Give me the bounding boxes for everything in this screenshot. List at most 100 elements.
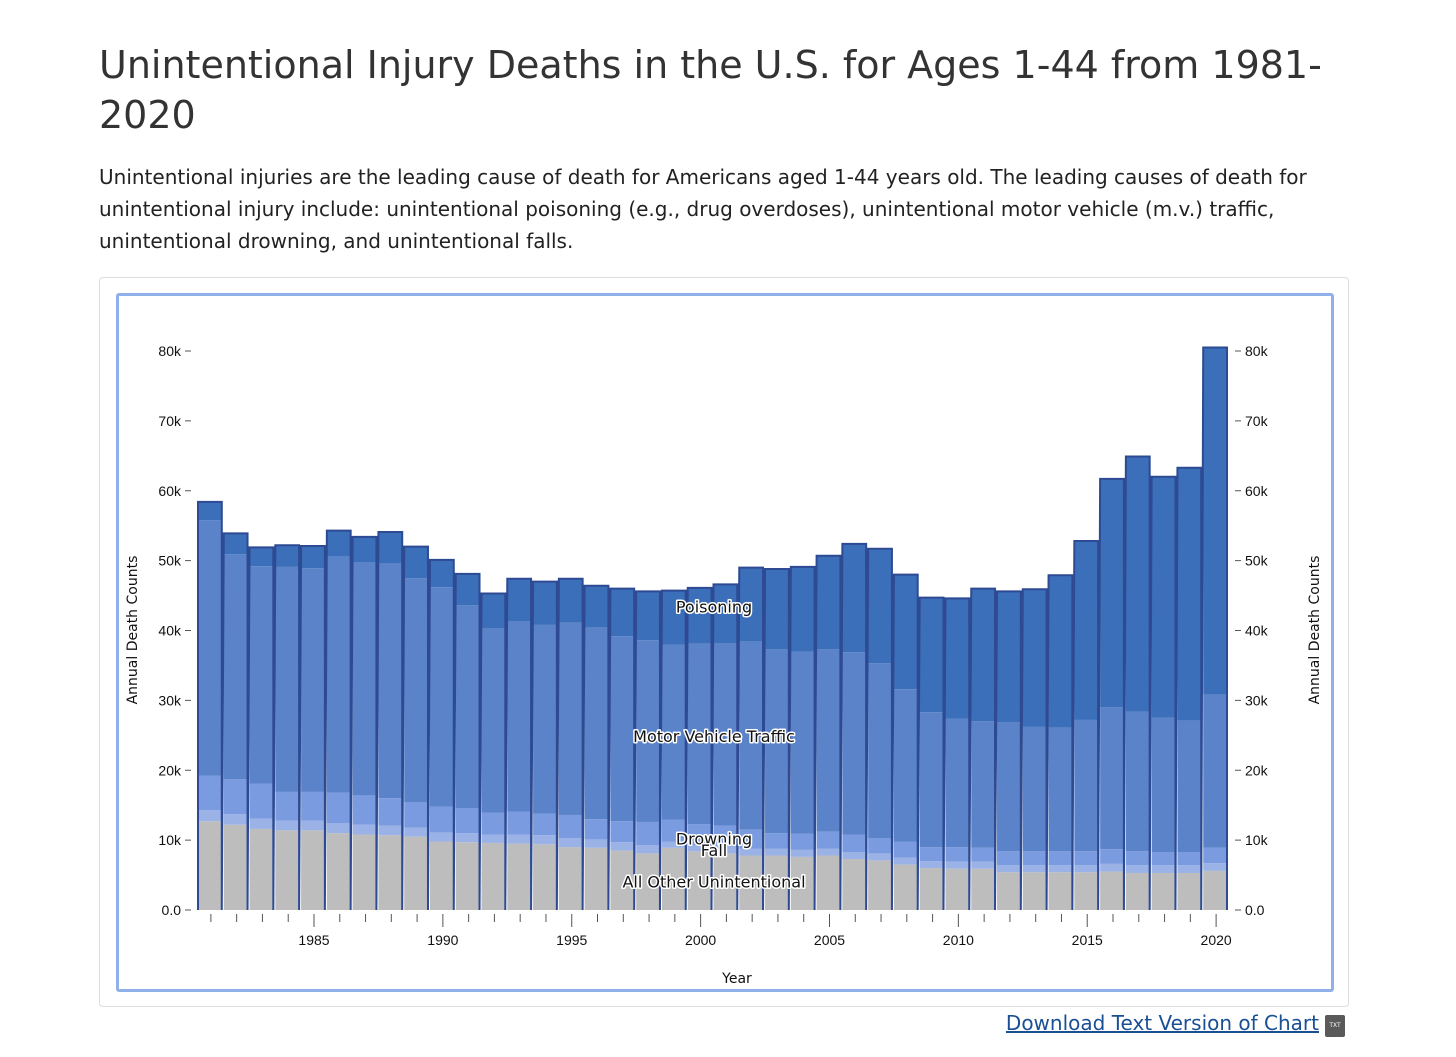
bar-segment[interactable] bbox=[326, 823, 351, 834]
download-text-version-link[interactable]: Download Text Version of Chart bbox=[1005, 1011, 1319, 1035]
bar-segment[interactable] bbox=[429, 832, 454, 842]
bar-segment[interactable] bbox=[1177, 852, 1202, 866]
bar-segment[interactable] bbox=[223, 824, 248, 910]
bar-segment[interactable] bbox=[919, 868, 944, 910]
bar-segment[interactable] bbox=[790, 856, 815, 910]
bar-segment[interactable] bbox=[1125, 456, 1150, 712]
bar-segment[interactable] bbox=[997, 722, 1021, 852]
bar-segment[interactable] bbox=[765, 649, 789, 834]
bar-segment[interactable] bbox=[223, 554, 248, 780]
bar-segment[interactable] bbox=[533, 813, 557, 836]
bar-segment[interactable] bbox=[404, 578, 428, 803]
bar-segment[interactable] bbox=[584, 627, 609, 820]
bar-segment[interactable] bbox=[919, 597, 944, 713]
bar-segment[interactable] bbox=[971, 847, 996, 862]
bar-segment[interactable] bbox=[1125, 865, 1150, 873]
bar-segment[interactable] bbox=[301, 791, 325, 821]
bar-segment[interactable] bbox=[378, 835, 403, 910]
bar-segment[interactable] bbox=[1074, 719, 1099, 852]
bar-segment[interactable] bbox=[198, 775, 222, 811]
bar-segment[interactable] bbox=[636, 640, 660, 822]
bar-segment[interactable] bbox=[198, 810, 222, 822]
bar-segment[interactable] bbox=[842, 834, 867, 852]
bar-segment[interactable] bbox=[945, 868, 970, 910]
bar-segment[interactable] bbox=[223, 533, 248, 555]
bar-segment[interactable] bbox=[249, 828, 274, 910]
bar-segment[interactable] bbox=[945, 598, 970, 719]
bar-segment[interactable] bbox=[1100, 707, 1124, 850]
bar-segment[interactable] bbox=[558, 847, 583, 910]
bar-segment[interactable] bbox=[275, 791, 300, 821]
bar-segment[interactable] bbox=[1151, 872, 1176, 910]
bar-segment[interactable] bbox=[429, 841, 454, 910]
bar-segment[interactable] bbox=[971, 868, 996, 910]
bar-segment[interactable] bbox=[687, 643, 712, 825]
bar-segment[interactable] bbox=[378, 531, 403, 564]
bar-segment[interactable] bbox=[1074, 851, 1099, 866]
bar-segment[interactable] bbox=[1022, 726, 1047, 852]
bar-segment[interactable] bbox=[610, 821, 635, 843]
bar-segment[interactable] bbox=[1022, 865, 1047, 873]
bar-segment[interactable] bbox=[1022, 589, 1047, 727]
bar-segment[interactable] bbox=[1203, 847, 1227, 864]
bar-segment[interactable] bbox=[1125, 851, 1150, 866]
bar-segment[interactable] bbox=[661, 847, 686, 910]
bar-segment[interactable] bbox=[868, 860, 892, 910]
bar-segment[interactable] bbox=[1151, 476, 1176, 718]
bar-segment[interactable] bbox=[713, 825, 738, 847]
bar-segment[interactable] bbox=[352, 824, 377, 835]
bar-segment[interactable] bbox=[997, 851, 1021, 866]
bar-segment[interactable] bbox=[429, 587, 454, 807]
bar-segment[interactable] bbox=[842, 652, 867, 835]
bar-segment[interactable] bbox=[919, 712, 944, 848]
bar-segment[interactable] bbox=[893, 841, 918, 858]
bar-segment[interactable] bbox=[558, 622, 583, 815]
bar-segment[interactable] bbox=[919, 847, 944, 862]
bar-segment[interactable] bbox=[1203, 870, 1227, 910]
bar-segment[interactable] bbox=[1048, 575, 1073, 728]
bar-segment[interactable] bbox=[301, 545, 325, 569]
bar-segment[interactable] bbox=[713, 643, 738, 826]
bar-segment[interactable] bbox=[507, 578, 532, 622]
bar-segment[interactable] bbox=[868, 663, 892, 839]
bar-segment[interactable] bbox=[249, 566, 274, 784]
bar-segment[interactable] bbox=[352, 562, 377, 796]
bar-segment[interactable] bbox=[765, 833, 789, 849]
bar-segment[interactable] bbox=[1177, 872, 1202, 910]
bar-segment[interactable] bbox=[661, 819, 686, 842]
bar-segment[interactable] bbox=[816, 848, 841, 856]
bar-segment[interactable] bbox=[610, 636, 635, 822]
bar-segment[interactable] bbox=[816, 649, 841, 832]
bar-segment[interactable] bbox=[919, 861, 944, 869]
bar-segment[interactable] bbox=[687, 587, 712, 644]
bar-segment[interactable] bbox=[997, 865, 1021, 873]
bar-segment[interactable] bbox=[455, 605, 480, 808]
bar-segment[interactable] bbox=[816, 555, 841, 650]
bar-segment[interactable] bbox=[533, 581, 557, 625]
bar-segment[interactable] bbox=[816, 831, 841, 849]
txt-file-icon[interactable]: TXT bbox=[1325, 1015, 1345, 1037]
bar-segment[interactable] bbox=[1151, 717, 1176, 852]
bar-segment[interactable] bbox=[1177, 865, 1202, 873]
bar-segment[interactable] bbox=[790, 651, 815, 834]
bar-segment[interactable] bbox=[997, 872, 1021, 910]
bar-segment[interactable] bbox=[1177, 720, 1202, 852]
bar-segment[interactable] bbox=[971, 721, 996, 848]
bar-segment[interactable] bbox=[404, 802, 428, 828]
bar-segment[interactable] bbox=[893, 864, 918, 910]
bar-segment[interactable] bbox=[249, 547, 274, 567]
bar-segment[interactable] bbox=[997, 591, 1021, 723]
bar-segment[interactable] bbox=[868, 838, 892, 854]
bar-segment[interactable] bbox=[326, 792, 351, 824]
bar-segment[interactable] bbox=[404, 827, 428, 837]
bar-segment[interactable] bbox=[378, 563, 403, 799]
bar-segment[interactable] bbox=[584, 839, 609, 848]
bar-segment[interactable] bbox=[507, 843, 532, 910]
bar-segment[interactable] bbox=[533, 624, 557, 814]
bar-segment[interactable] bbox=[481, 812, 506, 835]
bar-segment[interactable] bbox=[533, 844, 557, 910]
bar-segment[interactable] bbox=[1048, 872, 1073, 910]
bar-segment[interactable] bbox=[636, 853, 660, 910]
bar-segment[interactable] bbox=[636, 845, 660, 854]
